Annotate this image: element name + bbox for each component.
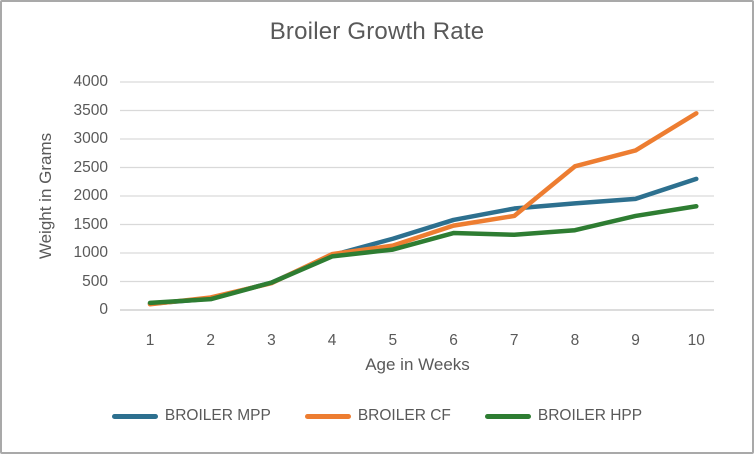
y-tick-label: 0 — [99, 301, 108, 318]
legend-swatch — [484, 413, 531, 419]
series-line-broiler-hpp — [147, 204, 699, 306]
legend-swatch — [304, 413, 351, 419]
x-tick-label: 7 — [509, 332, 519, 349]
x-tick-label: 3 — [267, 332, 276, 349]
x-tick-label: 5 — [388, 332, 398, 349]
legend-label: BROILER HPP — [537, 407, 643, 424]
y-tick-label: 3000 — [73, 130, 108, 147]
x-tick-label: 4 — [327, 332, 337, 349]
legend-item: BROILER HPP — [484, 407, 643, 425]
y-tick-label: 4000 — [73, 73, 108, 90]
x-axis-title: Age in Weeks — [365, 355, 470, 374]
y-tick-label: 500 — [82, 272, 108, 290]
y-tick-label: 2500 — [73, 158, 108, 176]
legend-label: BROILER CF — [357, 407, 451, 424]
x-tick-label: 2 — [206, 332, 215, 349]
y-tick-label: 1500 — [73, 215, 108, 233]
legend-swatch — [111, 413, 158, 419]
x-tick-label: 1 — [145, 332, 155, 349]
chart-title: Broiler Growth Rate — [269, 18, 485, 45]
y-tick-label: 3500 — [73, 101, 108, 119]
legend-label: BROILER MPP — [164, 407, 271, 424]
x-tick-label: 6 — [449, 332, 458, 349]
x-tick-label: 8 — [570, 332, 580, 349]
legend-item: BROILER MPP — [111, 407, 271, 425]
x-tick-label: 9 — [631, 332, 640, 349]
x-tick-label: 10 — [687, 332, 705, 349]
y-tick-label: 2000 — [73, 187, 108, 204]
series-line-broiler-cf — [147, 111, 699, 307]
legend: BROILER MPP BROILER CF BROILER HPP — [2, 407, 752, 425]
y-tick-label: 1000 — [73, 244, 108, 261]
legend-item: BROILER CF — [304, 407, 451, 425]
